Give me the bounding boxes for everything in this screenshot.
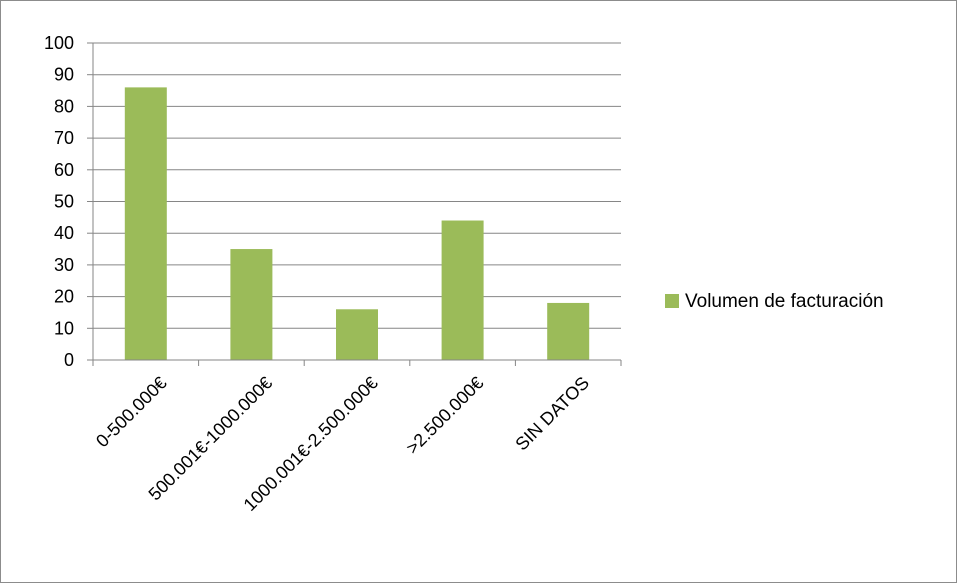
y-tick-label: 50 [54, 192, 74, 212]
y-axis-tick-labels: 0 10 20 30 40 50 60 70 80 90 100 [44, 33, 74, 370]
y-tick-label: 100 [44, 33, 74, 53]
bar [124, 87, 167, 360]
x-category-label: 0-500.000€ [92, 373, 171, 452]
x-category-label: >2.500.000€ [402, 373, 487, 458]
legend-swatch [665, 294, 679, 308]
y-tick-label: 40 [54, 223, 74, 243]
bar [336, 309, 378, 360]
y-tick-label: 70 [54, 128, 74, 148]
legend: Volumen de facturación [665, 291, 884, 312]
x-axis-category-labels: 0-500.000€500.001€-1000.000€1000.001€-2.… [92, 373, 593, 515]
y-tick-label: 20 [54, 287, 74, 307]
y-tick-label: 0 [64, 350, 74, 370]
x-category-label: SIN DATOS [511, 373, 593, 455]
bar [547, 302, 590, 360]
legend-label: Volumen de facturación [685, 291, 884, 312]
bars [124, 87, 590, 360]
bar [230, 249, 273, 360]
y-tick-label: 80 [54, 96, 74, 116]
axes [92, 43, 622, 366]
bar [441, 220, 484, 360]
y-tick-label: 10 [54, 318, 74, 338]
y-tick-label: 90 [54, 65, 74, 85]
y-tick-label: 30 [54, 255, 74, 275]
gridlines [87, 42, 621, 361]
y-tick-label: 60 [54, 160, 74, 180]
